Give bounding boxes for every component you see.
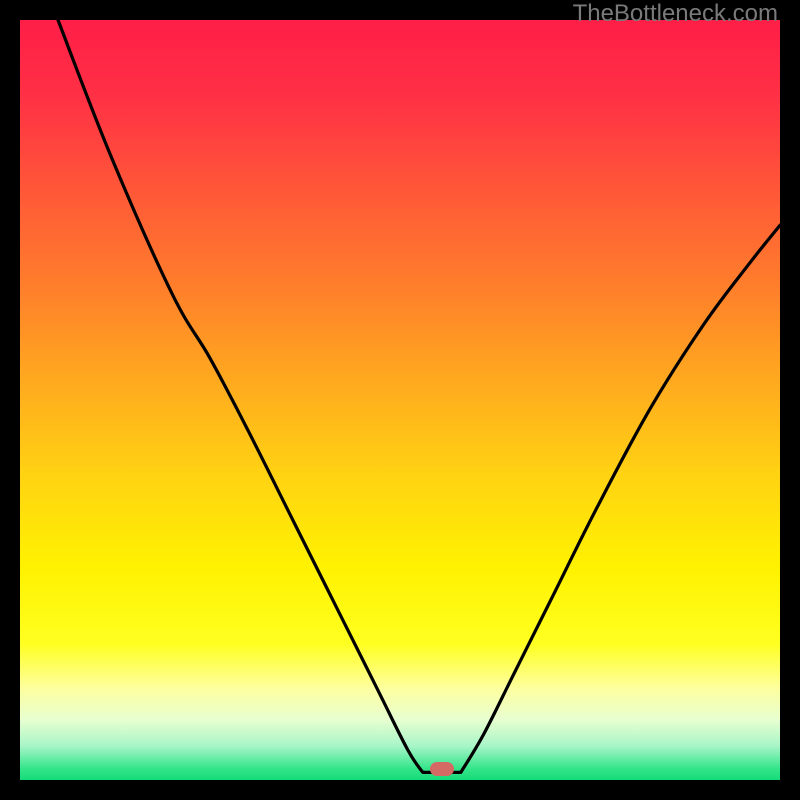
plot-area <box>20 20 780 780</box>
bottleneck-marker <box>430 762 454 776</box>
bottleneck-curve <box>20 20 780 780</box>
chart-stage: TheBottleneck.com <box>0 0 800 800</box>
watermark-text: TheBottleneck.com <box>573 0 778 28</box>
